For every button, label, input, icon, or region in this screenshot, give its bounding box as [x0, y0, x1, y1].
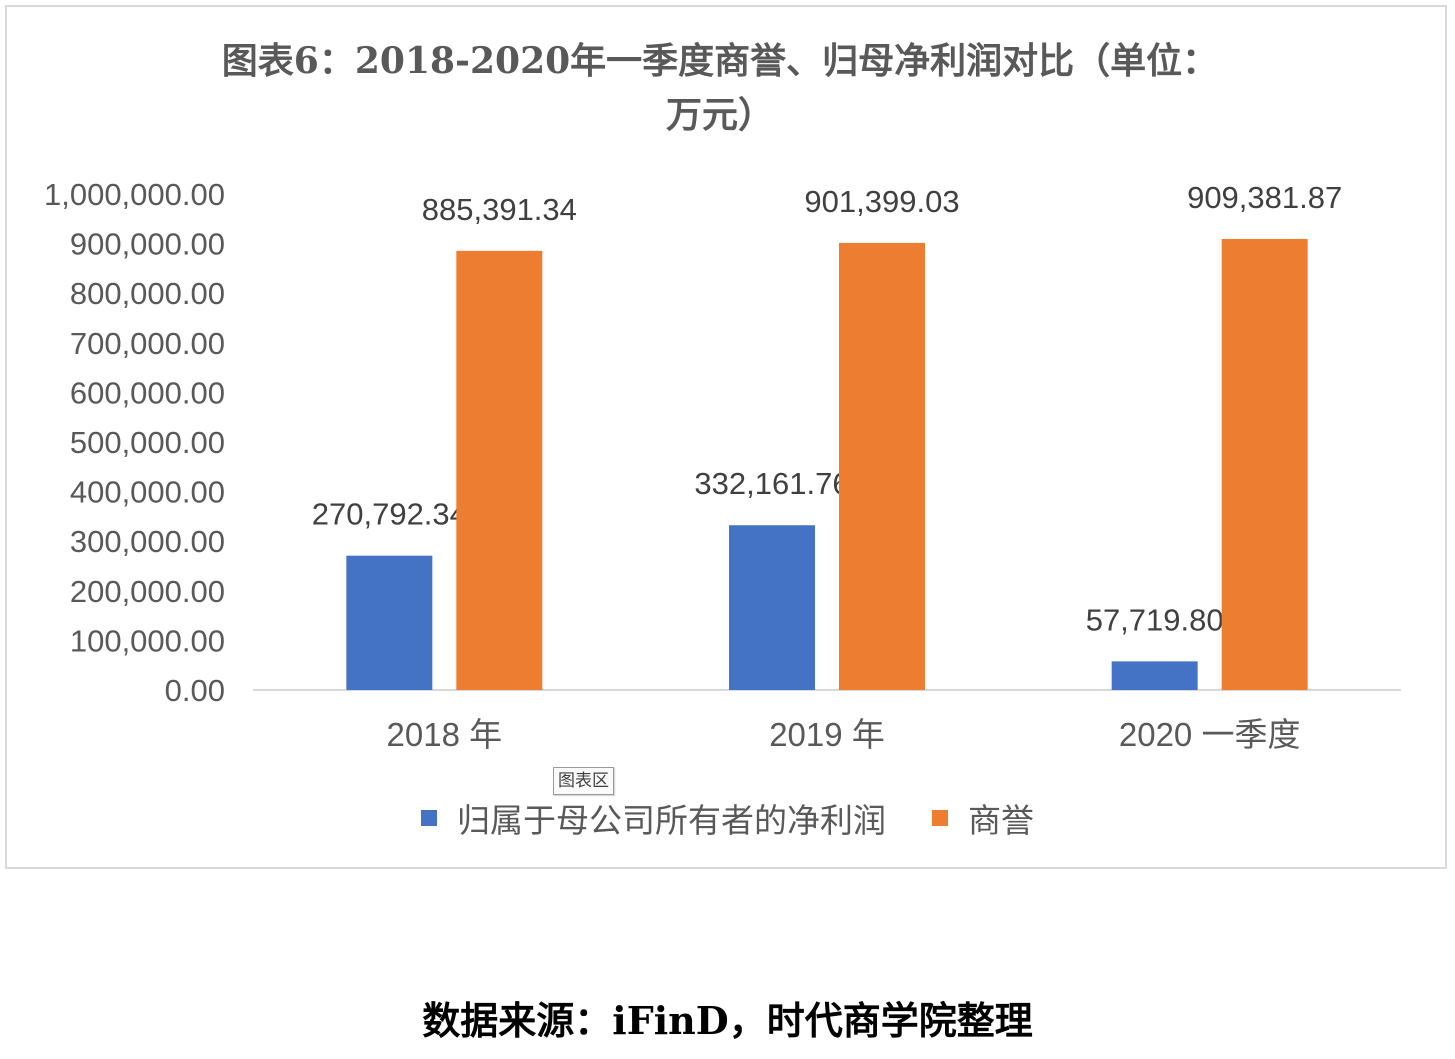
y-tick-label: 1,000,000.00 — [44, 177, 225, 212]
legend: 归属于母公司所有者的净利润 商誉 — [0, 794, 1455, 842]
bar-net-profit — [1111, 661, 1198, 690]
y-tick-label: 400,000.00 — [70, 475, 225, 510]
x-category-label: 2020 一季度 — [1119, 716, 1301, 753]
chart-title-line-2: 万元） — [665, 94, 774, 136]
y-tick-label: 900,000.00 — [70, 227, 225, 262]
y-tick-label: 800,000.00 — [70, 276, 225, 311]
y-tick-label: 700,000.00 — [70, 326, 225, 361]
source-note: 数据来源：iFinD，时代商学院整理 — [422, 998, 1033, 1043]
y-tick-label: 500,000.00 — [70, 425, 225, 460]
y-tick-label: 0.00 — [165, 673, 225, 708]
bar-goodwill — [456, 250, 543, 691]
bar-net-profit — [729, 525, 815, 690]
data-label-goodwill: 901,399.03 — [804, 184, 959, 219]
legend-swatch-net-profit — [421, 810, 437, 826]
plot-area: 0.00 100,000.00 200,000.00 300,000.00 400,00… — [44, 177, 1401, 753]
y-tick-label: 600,000.00 — [70, 375, 225, 410]
data-label-net-profit: 57,719.80 — [1086, 602, 1224, 637]
legend-label-goodwill: 商誉 — [968, 801, 1034, 840]
bar-goodwill — [839, 242, 925, 691]
bar-net-profit — [346, 555, 433, 690]
plot-area-tooltip: 图表区 — [553, 767, 614, 795]
x-category-label: 2019 年 — [769, 716, 885, 753]
x-category-label: 2018 年 — [387, 716, 503, 753]
chart-title: 图表6：2018-2020年一季度商誉、归母净利润对比（单位： 万元） — [170, 34, 1270, 142]
y-tick-label: 300,000.00 — [70, 524, 225, 559]
legend-item-net-profit[interactable]: 归属于母公司所有者的净利润 — [421, 794, 886, 842]
legend-item-goodwill[interactable]: 商誉 — [932, 794, 1034, 842]
legend-label-net-profit: 归属于母公司所有者的净利润 — [457, 801, 886, 840]
legend-swatch-goodwill — [932, 810, 948, 826]
bar-goodwill — [1221, 238, 1308, 690]
data-label-goodwill: 909,381.87 — [1187, 180, 1342, 215]
chart-title-line-1: 图表6：2018-2020年一季度商誉、归母净利润对比（单位： — [221, 40, 1219, 82]
data-label-goodwill: 885,391.34 — [422, 192, 577, 227]
y-tick-label: 100,000.00 — [70, 623, 225, 658]
data-label-net-profit: 270,792.34 — [312, 497, 467, 532]
y-tick-label: 200,000.00 — [70, 574, 225, 609]
chart-frame[interactable] — [5, 5, 1447, 869]
data-label-net-profit: 332,161.76 — [694, 466, 849, 501]
